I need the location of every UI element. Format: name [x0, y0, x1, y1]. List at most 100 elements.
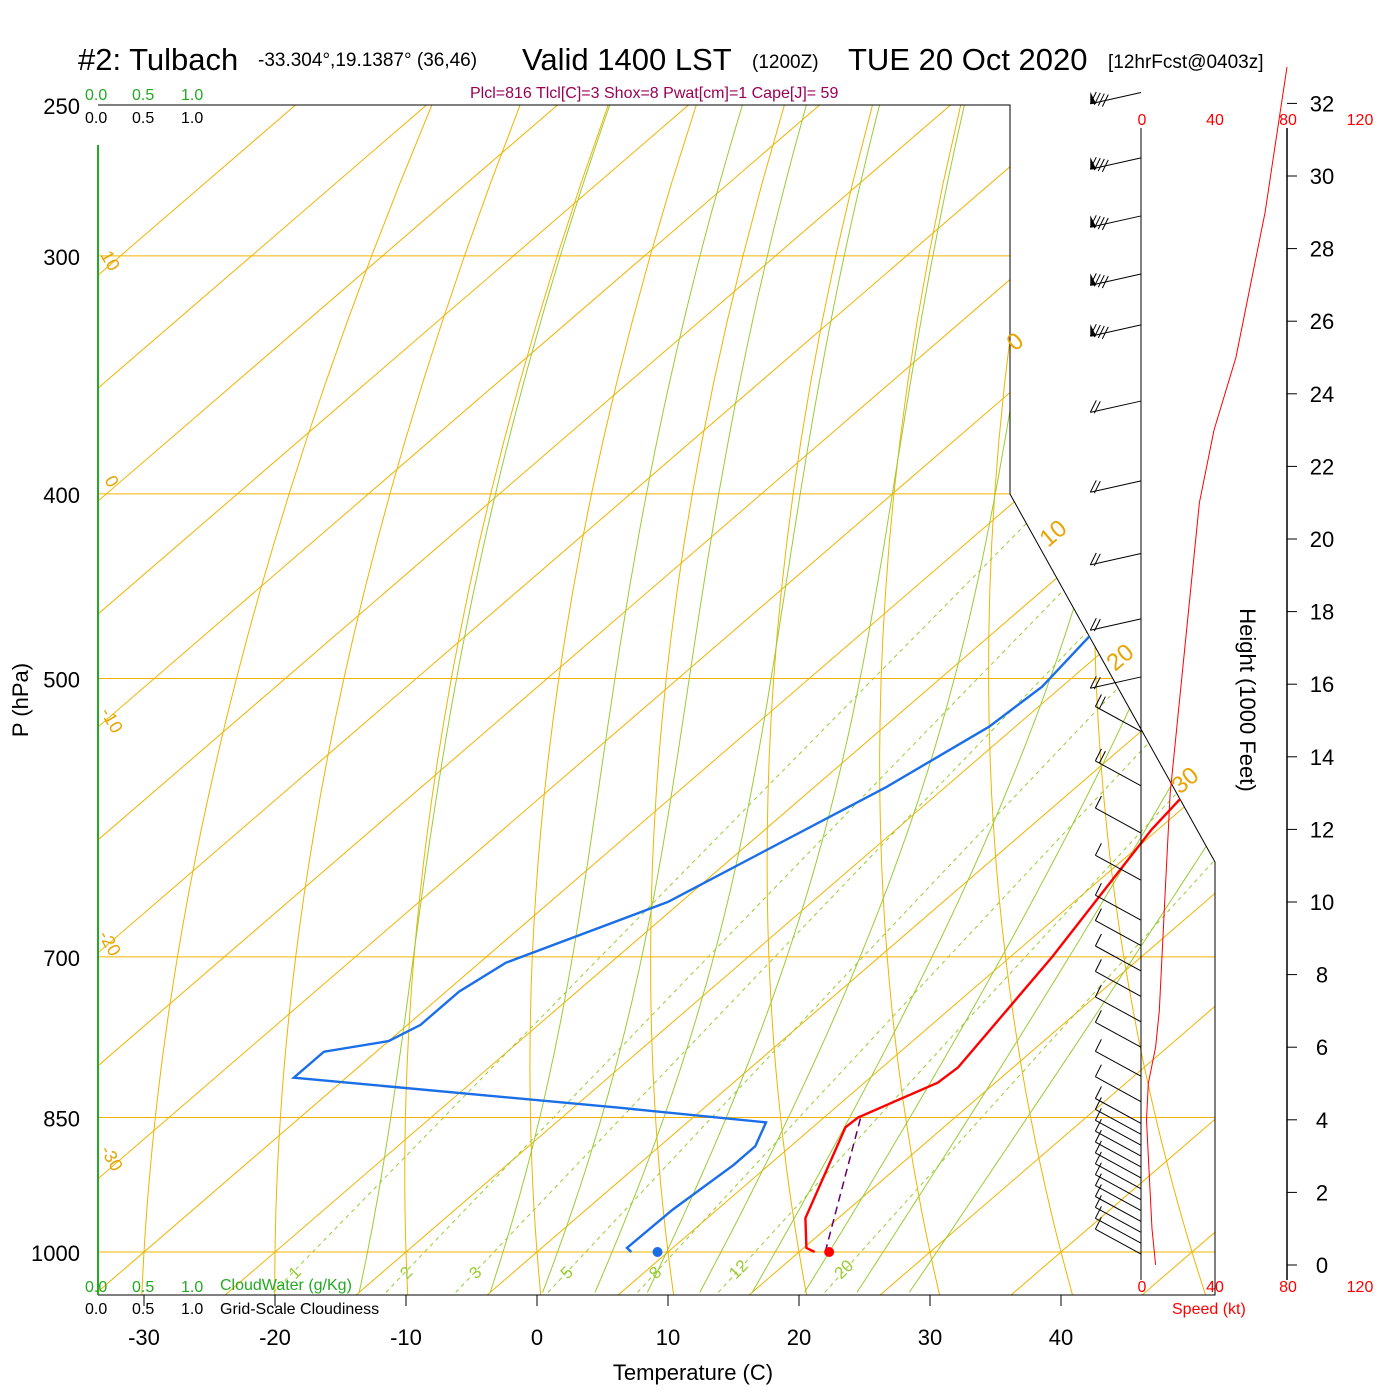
wind-barb-staff: [1095, 1076, 1142, 1103]
speed-bottom-tick: 0: [1138, 1279, 1147, 1296]
height-tick-label: 30: [1310, 164, 1334, 189]
wind-barb-staff: [1090, 324, 1142, 337]
temperature-tick-label: 30: [918, 1325, 942, 1350]
pressure-tick-label: 300: [43, 245, 80, 270]
temperature-line: [804, 167, 1215, 1254]
height-tick-label: 14: [1310, 745, 1334, 770]
dewpoint-line: [290, 167, 1215, 1253]
isotherm-line: [183, 105, 1215, 1295]
wind-barb-feather: [1097, 158, 1105, 172]
wind-barb-staff: [1095, 1185, 1142, 1211]
isotherm-label-group: 10 0 -10 -20 -30 0 10 20 30: [95, 247, 1205, 1175]
wind-barb-feather: [1094, 748, 1102, 762]
wind-barb-staff: [1095, 894, 1142, 921]
title-utc: (1200Z): [752, 52, 819, 73]
wind-barb-feather: [1089, 400, 1097, 413]
top-green-0: 0.0: [85, 87, 107, 104]
skewt-grid: [98, 0, 1400, 1331]
height-axis-label: Height (1000 Feet): [1235, 608, 1260, 791]
dry-adiabat-line: [879, 105, 1011, 1295]
temperature-tick-label: 0: [531, 1325, 543, 1350]
moist-adiabat-line: [542, 105, 864, 1293]
temperature-tick-label: -30: [128, 1325, 160, 1350]
wind-barb-staff: [1095, 1130, 1142, 1157]
adiabat-label: 20: [1102, 639, 1140, 677]
wind-barb-feather: [1094, 1216, 1102, 1230]
speed-bottom-tick: 80: [1279, 1279, 1297, 1296]
adiabat-label: 10: [1035, 515, 1073, 553]
wind-barb-staff: [1090, 618, 1142, 631]
speed-bottom-ticks: 0 40 80 120: [1138, 1279, 1374, 1296]
top-black-0: 0.0: [85, 110, 107, 127]
isotherm-label: -20: [95, 927, 125, 960]
top-green-2: 1.0: [181, 87, 203, 104]
wind-barb-staff: [1095, 1174, 1142, 1201]
moist-adiabat-line: [804, 105, 1215, 1293]
wind-barb-staff: [1095, 854, 1142, 881]
wind-barb-feather: [1094, 1086, 1102, 1099]
mixing-ratio-lines: [273, 493, 1215, 1293]
wind-barb-feather: [1094, 1039, 1102, 1052]
bottom-black-1: 0.5: [132, 1301, 154, 1318]
mixing-ratio-label: 8: [645, 1263, 665, 1283]
dry-adiabat-line: [1296, 0, 1400, 1331]
isotherm-line: [98, 105, 773, 1295]
isobar-lines: [98, 105, 1215, 1253]
temperature-tick-label: 40: [1049, 1325, 1073, 1350]
wind-barb-pennant: [1090, 273, 1097, 286]
surface-temp-dot: [824, 1247, 835, 1257]
y-axis-label: P (hPa): [8, 663, 33, 737]
isotherm-line: [98, 105, 1035, 1295]
wind-barb-staff: [1095, 996, 1142, 1023]
wind-barb-feather: [1097, 325, 1105, 339]
isotherm-line: [98, 105, 904, 1295]
top-cloudwater-scale: 0.0 0.5 1.0 0.0 0.5 1.0: [85, 87, 203, 127]
mixing-ratio-line: [385, 493, 1158, 1293]
wind-barb-staff: [1095, 1141, 1142, 1168]
wind-barb-staff: [1090, 273, 1142, 286]
wind-barb-feather: [1094, 1140, 1102, 1154]
height-tick-label: 32: [1310, 91, 1334, 116]
mixing-ratio-line: [547, 493, 1215, 1293]
height-tick-label: 6: [1316, 1035, 1328, 1060]
adiabat-label: 0: [1002, 327, 1030, 356]
wind-barb-staff: [1090, 400, 1142, 413]
wind-barb-staff: [1095, 807, 1142, 834]
isotherm-lines: [98, 105, 1215, 1295]
mixing-ratio-line: [824, 493, 1215, 1293]
top-black-1: 0.5: [132, 110, 154, 127]
top-black-2: 1.0: [181, 110, 203, 127]
dry-adiabat-line: [404, 105, 680, 1295]
isotherm-line: [969, 105, 1215, 1295]
isotherm-line: [838, 105, 1215, 1295]
wind-barb-staff: [1095, 1119, 1142, 1146]
height-tick-label: 18: [1310, 600, 1334, 625]
wind-barb-feather: [1094, 1151, 1102, 1165]
speed-top-tick: 40: [1206, 112, 1224, 129]
cloudwater-label: CloudWater (g/Kg): [220, 1277, 352, 1294]
wind-barb-feather: [1101, 326, 1109, 340]
wind-barb-staff: [1095, 760, 1142, 787]
wind-barb-staff: [1095, 1196, 1142, 1222]
plot-frame: [98, 104, 1216, 1296]
wind-barb-feather: [1089, 617, 1097, 631]
height-tick-label: 26: [1310, 309, 1334, 334]
wind-barb-feather: [1094, 984, 1102, 998]
wind-barb-staff: [1090, 676, 1142, 689]
temperature-axis: -30 -20 -10 0 10 20 30 40: [128, 1295, 1073, 1350]
x-axis-label: Temperature (C): [613, 1360, 773, 1385]
pressure-tick-label: 400: [43, 483, 80, 508]
wind-barb-feather: [1089, 552, 1097, 566]
wind-barb-feather: [1097, 274, 1105, 288]
mixing-ratio-label: 3: [465, 1263, 485, 1283]
height-tick-label: 4: [1316, 1108, 1328, 1133]
dry-adiabat-line: [1392, 0, 1400, 1331]
wind-barb-staff: [1090, 480, 1142, 493]
wind-barb-feather: [1101, 217, 1109, 231]
wind-barb-staff: [1095, 945, 1142, 972]
mixing-ratio-line: [637, 493, 1215, 1293]
pressure-tick-label: 850: [43, 1107, 80, 1132]
height-tick-label: 12: [1310, 817, 1334, 842]
bottom-green-0: 0.0: [85, 1279, 107, 1296]
temperature-tick-label: -10: [390, 1325, 422, 1350]
